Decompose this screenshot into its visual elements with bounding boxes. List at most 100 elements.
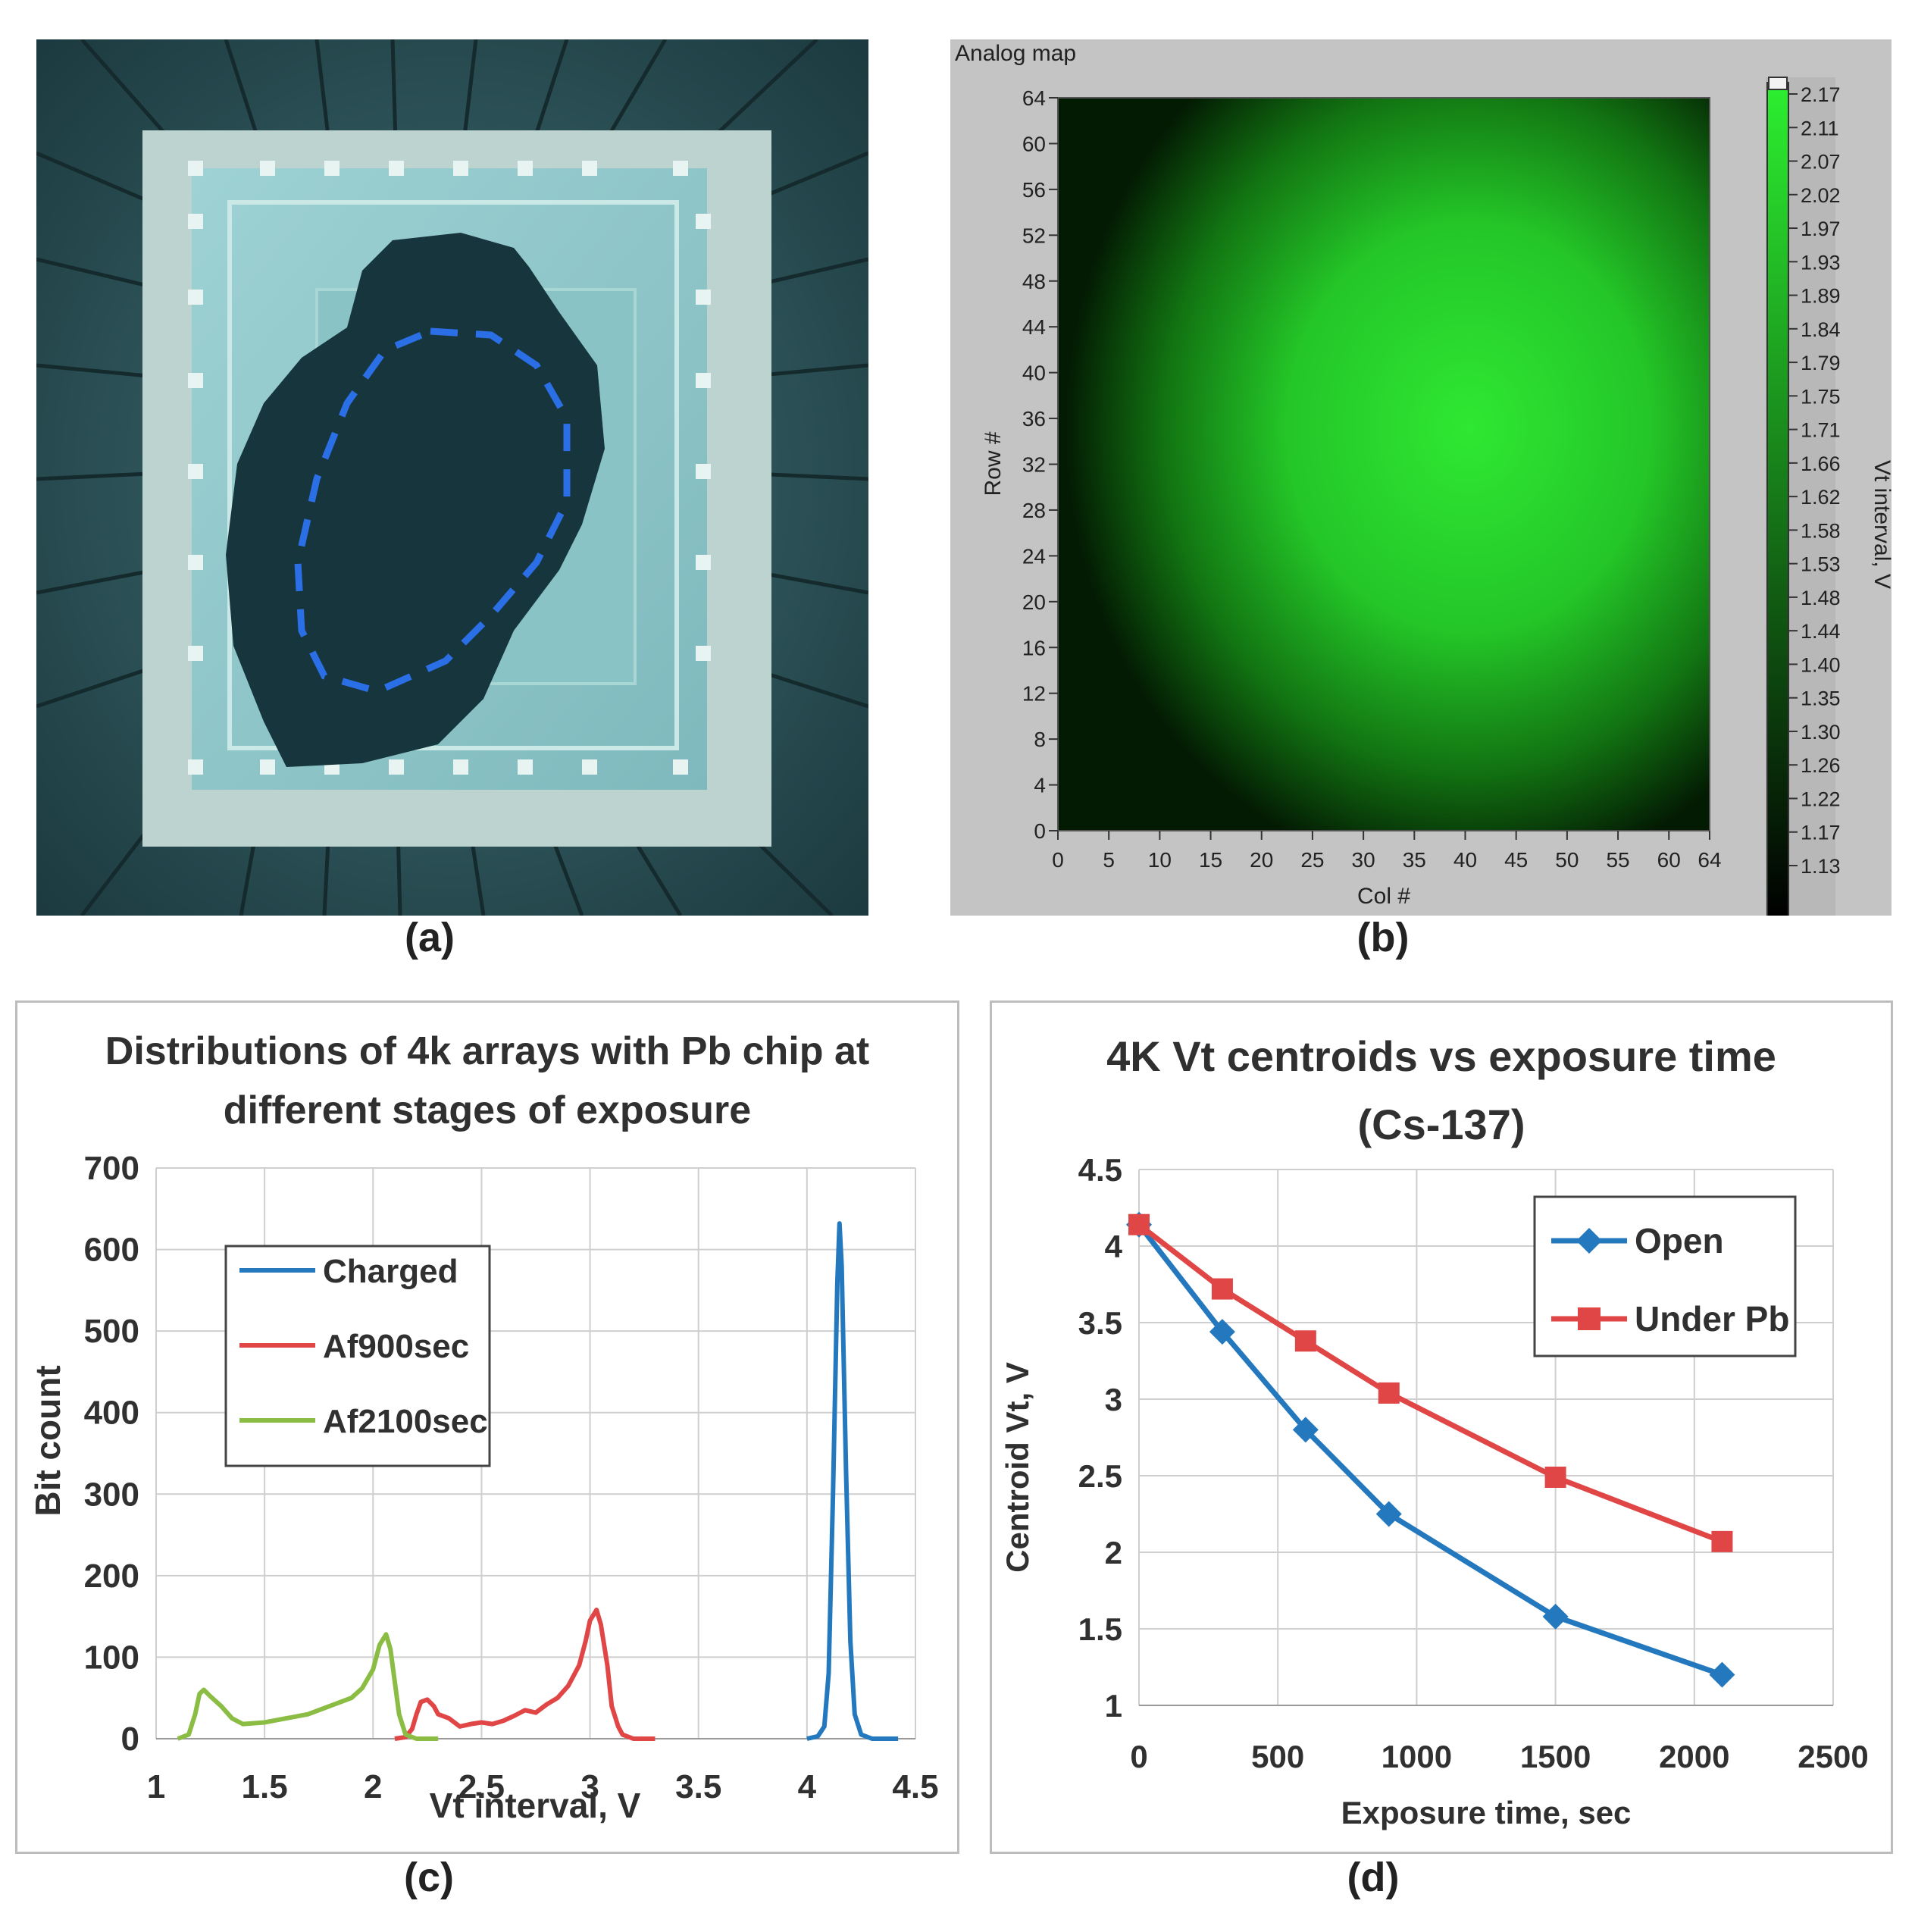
chart-d-svg: 1 1.5 2 2.5 3 3.5 4 4.5 0 500 1000 1500 2000 2500 Ex… xyxy=(1000,1152,1869,1830)
chart-c-legend: Charged Af900sec Af2100sec xyxy=(224,1245,491,1467)
chart-c-x-ticks: 1 1.5 2 2.5 3 3.5 4 4.5 xyxy=(147,1768,939,1805)
panel-a xyxy=(36,38,869,917)
legend-label: Open xyxy=(1635,1221,1724,1260)
heatmap-x-tick-label: 40 xyxy=(1453,848,1477,872)
colorbar xyxy=(1766,82,1789,916)
panel-d: 4K Vt centroids vs exposure time (Cs-137… xyxy=(990,1000,1893,1854)
series-line-under-pb xyxy=(1137,1222,1723,1545)
heatmap-y-tick-label: 4 xyxy=(1034,774,1046,797)
y-tick-label: 400 xyxy=(84,1395,139,1432)
heatmap-area xyxy=(1058,98,1710,831)
heatmap-y-tick-label: 52 xyxy=(1022,224,1046,247)
marker-square xyxy=(1211,1278,1233,1300)
x-tick-label: 4.5 xyxy=(892,1768,938,1805)
colorbar-tick-label: 1.35 xyxy=(1801,687,1841,710)
colorbar-tick-label: 2.07 xyxy=(1801,151,1841,174)
heatmap-x-tick-label: 64 xyxy=(1698,848,1721,872)
colorbar-tick-label: 1.44 xyxy=(1801,620,1841,643)
heatmap-y-tick-label: 44 xyxy=(1022,315,1046,339)
y-tick-label: 200 xyxy=(84,1558,139,1595)
marker-diamond xyxy=(1709,1661,1735,1688)
panel-c: Distributions of 4k arrays with Pb chip … xyxy=(15,1000,959,1854)
chart-c-title-line2: different stages of exposure xyxy=(223,1088,752,1132)
colorbar-ticks: 2.17 2.11 2.07 2.02 1.97 1.93 1.89 1.84 1.79 1.75… xyxy=(1788,83,1841,878)
legend-label: Af900sec xyxy=(323,1328,469,1365)
chip-photo xyxy=(36,38,869,917)
x-tick-label: 2.5 xyxy=(458,1768,505,1805)
y-tick-label: 2 xyxy=(1105,1535,1122,1570)
marker-diamond xyxy=(1292,1417,1319,1443)
chart-d-title-line1: 4K Vt centroids vs exposure time xyxy=(1106,1032,1776,1080)
chart-d-y-ticks: 1 1.5 2 2.5 3 3.5 4 4.5 xyxy=(1078,1152,1123,1724)
heatmap-y-tick-label: 60 xyxy=(1022,132,1046,155)
x-tick-label: 2000 xyxy=(1659,1739,1729,1774)
chart-d-y-label: Centroid Vt, V xyxy=(1000,1362,1035,1573)
legend-label: Charged xyxy=(323,1253,458,1290)
heatmap-x-tick-label: 0 xyxy=(1052,848,1064,872)
panel-b: Analog map 0 4 8 12 16 20 24 28 32 36 40 44 48 52 56 60… xyxy=(950,39,1892,916)
colorbar-tick-label: 1.48 xyxy=(1801,587,1841,609)
heatmap-x-label: Col # xyxy=(1357,884,1410,909)
heatmap-x-tick-label: 5 xyxy=(1103,848,1115,872)
colorbar-label: Vt interval, V xyxy=(1870,460,1892,589)
chart-c-y-label: Bit count xyxy=(28,1365,67,1516)
colorbar-tick-label: 1.93 xyxy=(1801,251,1841,274)
colorbar-tick-label: 1.97 xyxy=(1801,218,1841,240)
marker-square xyxy=(1128,1213,1150,1235)
x-tick-label: 3 xyxy=(580,1768,599,1805)
x-tick-label: 1500 xyxy=(1520,1739,1591,1774)
y-tick-label: 3 xyxy=(1105,1382,1122,1417)
y-tick-label: 500 xyxy=(84,1313,139,1350)
y-tick-label: 4 xyxy=(1105,1229,1123,1264)
colorbar-tick-label: 1.17 xyxy=(1801,822,1841,844)
chart-d-title-line2: (Cs-137) xyxy=(1357,1101,1525,1148)
colorbar-tick-label: 1.89 xyxy=(1801,285,1841,308)
colorbar-tick-label: 1.22 xyxy=(1801,788,1841,810)
heatmap-x-tick-label: 60 xyxy=(1657,848,1681,872)
chart-d-legend: Open Under Pb xyxy=(1533,1195,1797,1357)
colorbar-tick-label: 1.13 xyxy=(1801,855,1841,878)
colorbar-tick-label: 1.40 xyxy=(1801,653,1841,676)
colorbar-tick-label: 1.71 xyxy=(1801,419,1841,442)
colorbar-tick-label: 1.58 xyxy=(1801,519,1841,542)
marker-diamond xyxy=(1375,1501,1402,1527)
x-tick-label: 1.5 xyxy=(242,1768,288,1805)
y-tick-label: 100 xyxy=(84,1639,139,1676)
lead-shield-chip xyxy=(226,233,605,767)
heatmap-y-tick-label: 48 xyxy=(1022,270,1046,293)
colorbar-tick-label: 1.30 xyxy=(1801,721,1841,744)
caption-c: (c) xyxy=(404,1855,454,1900)
x-tick-label: 2500 xyxy=(1798,1739,1868,1774)
y-tick-label: 1.5 xyxy=(1078,1611,1122,1647)
series-line-af900sec xyxy=(394,1608,656,1741)
heatmap-y-tick-label: 36 xyxy=(1022,407,1046,431)
chart-d-x-ticks: 0 500 1000 1500 2000 2500 xyxy=(1130,1739,1868,1774)
heatmap-x-tick-label: 55 xyxy=(1606,848,1629,872)
x-tick-label: 3.5 xyxy=(675,1768,721,1805)
heatmap-y-tick-label: 40 xyxy=(1022,362,1046,385)
y-tick-label: 3.5 xyxy=(1078,1305,1122,1341)
chart-c-y-ticks: 0 100 200 300 400 500 600 700 xyxy=(84,1150,139,1758)
colorbar-tick-label: 1.53 xyxy=(1801,553,1841,576)
heatmap-y-tick-label: 12 xyxy=(1022,682,1046,706)
heatmap-x-tick-label: 35 xyxy=(1403,848,1426,872)
colorbar-slider[interactable] xyxy=(1768,77,1788,90)
heatmap-x-tick-label: 15 xyxy=(1199,848,1222,872)
marker-square xyxy=(1544,1467,1566,1489)
y-tick-label: 300 xyxy=(84,1476,139,1513)
legend-label: Under Pb xyxy=(1635,1299,1789,1339)
series-line-af2100sec xyxy=(177,1632,439,1741)
heatmap-x-tick-label: 10 xyxy=(1148,848,1172,872)
chart-c-x-label: Vt interval, V xyxy=(430,1786,641,1825)
heatmap-y-tick-label: 56 xyxy=(1022,178,1046,202)
heatmap-y-tick-label: 20 xyxy=(1022,590,1046,614)
marker-square xyxy=(1378,1382,1400,1404)
colorbar-tick-label: 1.84 xyxy=(1801,318,1841,341)
heatmap-y-tick-label: 28 xyxy=(1022,499,1046,522)
irradiated-region-outline xyxy=(294,327,571,695)
y-tick-label: 600 xyxy=(84,1232,139,1269)
heatmap-y-tick-label: 24 xyxy=(1022,544,1046,568)
x-tick-label: 1000 xyxy=(1381,1739,1452,1774)
y-tick-label: 0 xyxy=(121,1721,139,1758)
